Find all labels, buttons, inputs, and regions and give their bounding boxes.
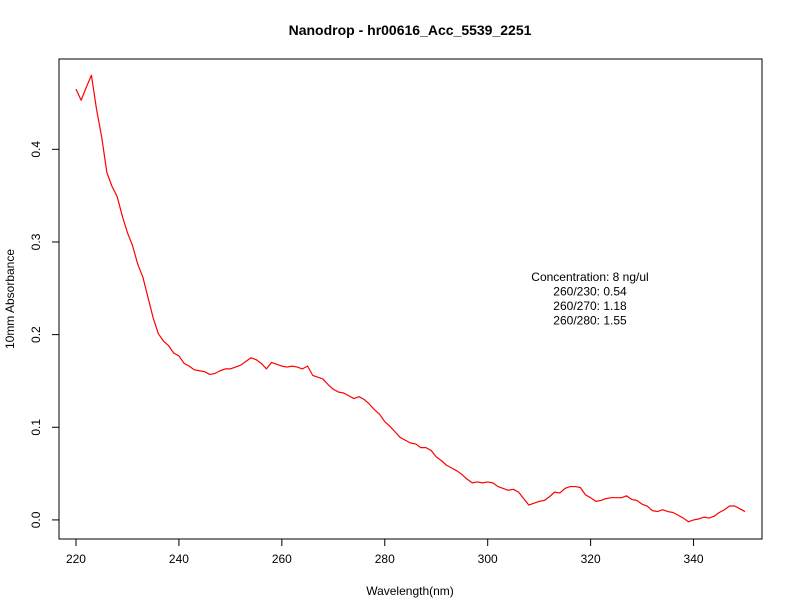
y-tick-label: 0.1 — [29, 419, 43, 436]
x-axis-label: Wavelength(nm) — [366, 584, 454, 598]
x-tick-label: 320 — [581, 552, 601, 566]
x-tick-label: 300 — [478, 552, 498, 566]
y-tick-label: 0.4 — [29, 141, 43, 158]
annotation-line: 260/270: 1.18 — [553, 299, 627, 313]
x-tick-label: 260 — [272, 552, 292, 566]
annotation-line: 260/280: 1.55 — [553, 314, 627, 328]
plot-frame — [58, 58, 763, 540]
annotation-line: Concentration: 8 ng/ul — [531, 270, 648, 284]
y-axis: 0.0 0.1 0.2 0.3 0.4 — [29, 141, 60, 528]
x-tick-label: 280 — [375, 552, 395, 566]
x-tick-label: 240 — [169, 552, 189, 566]
x-axis: 220 240 260 280 300 320 340 — [66, 538, 704, 566]
chart-title: Nanodrop - hr00616_Acc_5539_2251 — [289, 22, 532, 38]
x-tick-label: 340 — [684, 552, 704, 566]
y-tick-label: 0.0 — [29, 511, 43, 528]
absorbance-series-line — [75, 74, 746, 523]
annotation-line: 260/230: 0.54 — [553, 285, 627, 299]
y-tick-label: 0.2 — [29, 326, 43, 343]
y-tick-label: 0.3 — [29, 233, 43, 250]
x-tick-label: 220 — [66, 552, 86, 566]
y-axis-label: 10mm Absorbance — [3, 249, 17, 349]
